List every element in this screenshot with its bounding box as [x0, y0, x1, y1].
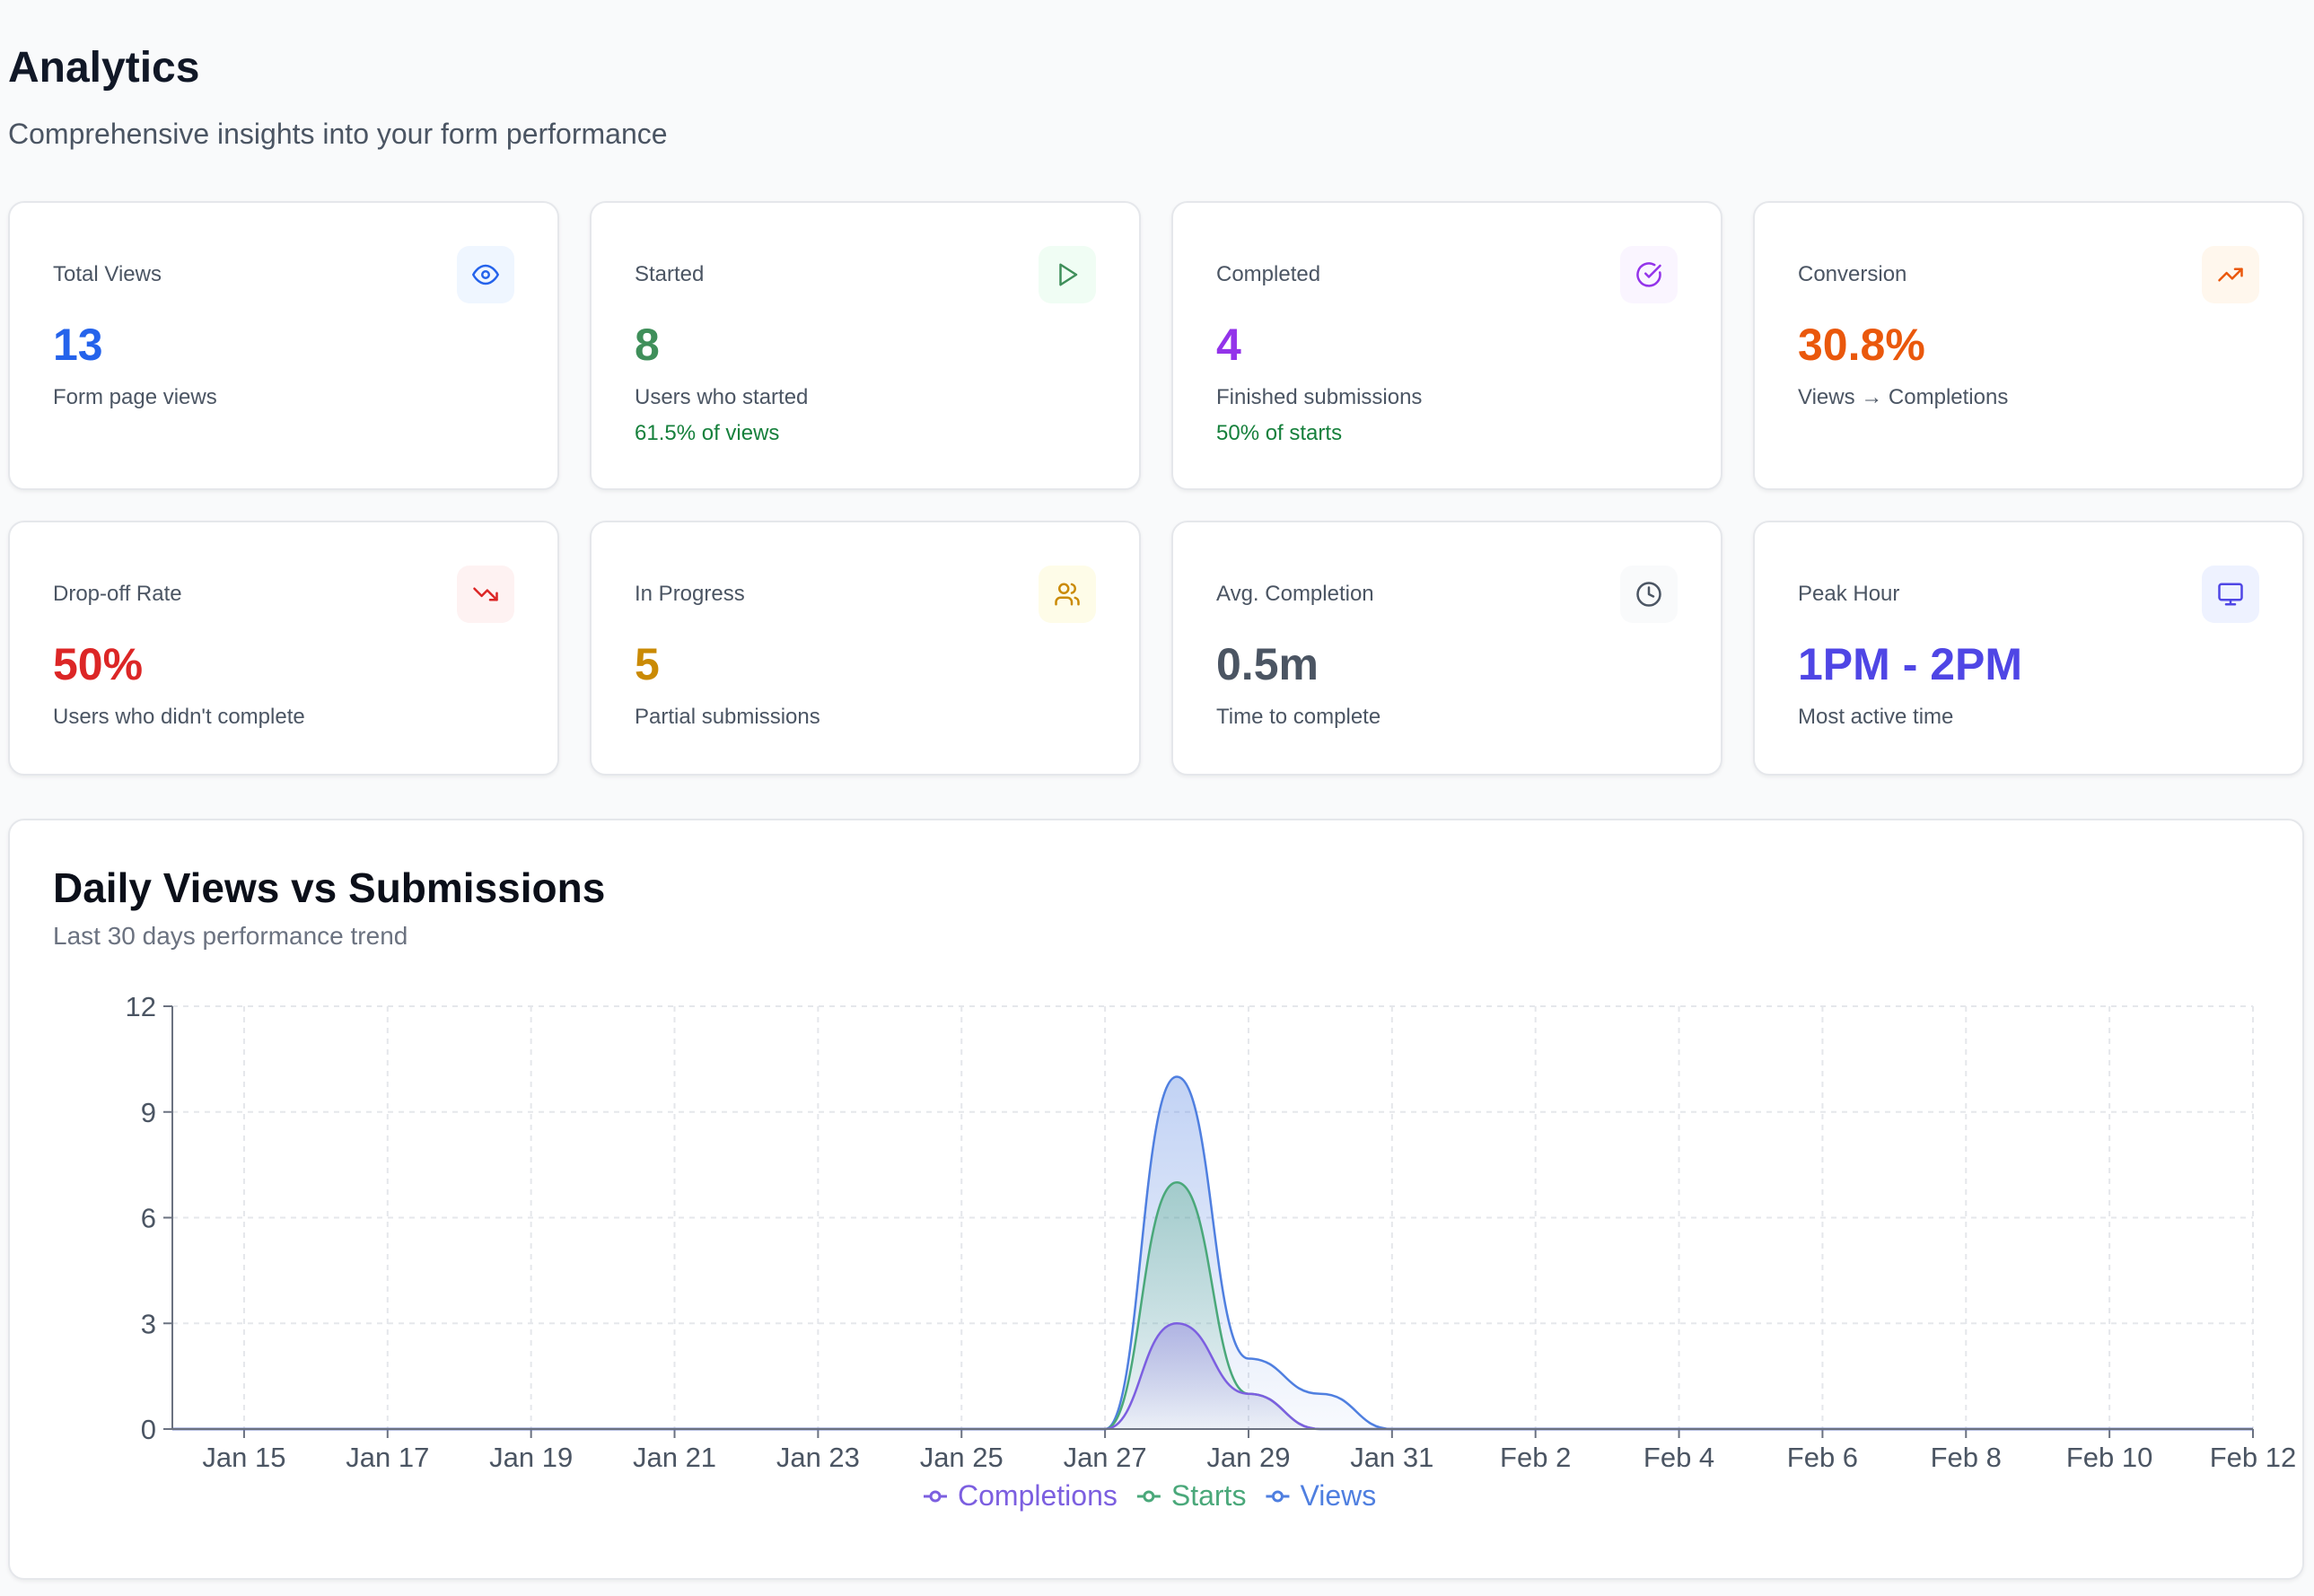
stat-description: Views → Completions [1798, 385, 2009, 409]
stat-card-conversion: Conversion 30.8% Views → Completions [1753, 201, 2304, 490]
stat-label: In Progress [635, 582, 745, 606]
x-tick-label: Jan 29 [1206, 1442, 1290, 1473]
legend-marker-views [1271, 1490, 1284, 1503]
legend-label-views: Views [1300, 1479, 1376, 1512]
stat-label: Started [635, 262, 705, 286]
eye-icon [457, 246, 514, 303]
stat-label: Avg. Completion [1216, 582, 1374, 606]
stat-description: Form page views [53, 385, 217, 409]
stat-description: Users who didn't complete [53, 705, 305, 729]
stat-description: Most active time [1798, 705, 1954, 729]
x-tick-label: Jan 19 [489, 1442, 573, 1473]
stat-value: 30.8% [1798, 320, 1925, 370]
trending-up-icon [2202, 246, 2259, 303]
x-tick-label: Jan 15 [202, 1442, 285, 1473]
stat-value: 50% [53, 639, 144, 689]
page-subtitle: Comprehensive insights into your form pe… [8, 118, 668, 150]
check-circle-icon [1620, 246, 1678, 303]
x-tick-label: Feb 6 [1787, 1442, 1858, 1473]
stat-card-peak-hour: Peak Hour 1PM - 2PM Most active time [1753, 521, 2304, 776]
x-tick-label: Jan 27 [1064, 1442, 1147, 1473]
daily-views-chart-card: Daily Views vs Submissions Last 30 days … [8, 819, 2304, 1580]
x-tick-label: Feb 8 [1931, 1442, 2002, 1473]
stat-label: Drop-off Rate [53, 582, 182, 606]
area-views [172, 1076, 2253, 1429]
x-tick-label: Jan 23 [776, 1442, 860, 1473]
stat-value: 0.5m [1216, 639, 1319, 689]
x-tick-label: Jan 21 [633, 1442, 716, 1473]
stat-subtext: 50% of starts [1216, 421, 1343, 445]
stat-value: 1PM - 2PM [1798, 639, 2023, 689]
stat-description: Finished submissions [1216, 385, 1423, 409]
y-tick-label: 9 [141, 1097, 156, 1128]
stat-card-started: Started 8 Users who started 61.5% of views [590, 201, 1141, 490]
x-tick-label: Jan 31 [1350, 1442, 1433, 1473]
x-tick-label: Feb 12 [2210, 1442, 2297, 1473]
y-tick-label: 6 [141, 1203, 156, 1234]
clock-icon [1620, 566, 1678, 623]
trending-down-icon [457, 566, 514, 623]
y-tick-label: 3 [141, 1308, 156, 1339]
stat-value: 4 [1216, 320, 1241, 370]
x-tick-label: Jan 17 [346, 1442, 429, 1473]
area-completions [172, 1323, 2253, 1429]
stat-card-in-progress: In Progress 5 Partial submissions [590, 521, 1141, 776]
stat-card-completed: Completed 4 Finished submissions 50% of sta… [1171, 201, 1722, 490]
stat-value: 13 [53, 320, 103, 370]
legend-label-completions: Completions [958, 1479, 1118, 1512]
x-tick-label: Feb 4 [1643, 1442, 1714, 1473]
legend-marker-completions [929, 1490, 942, 1503]
stat-label: Total Views [53, 262, 162, 286]
stat-label: Peak Hour [1798, 582, 1900, 606]
legend-marker-starts [1143, 1490, 1155, 1503]
area-starts [172, 1182, 2253, 1429]
stat-value: 8 [635, 320, 660, 370]
stat-label: Completed [1216, 262, 1321, 286]
y-tick-label: 12 [126, 991, 156, 1022]
area-chart: 0 3 6 9 12 Jan 15 Jan 17 Jan 19 Jan 21 Jan 23 Jan … [126, 991, 2297, 1512]
users-icon [1039, 566, 1096, 623]
stat-value: 5 [635, 639, 660, 689]
stat-label: Conversion [1798, 262, 1907, 286]
stat-description: Users who started [635, 385, 809, 409]
monitor-icon [2202, 566, 2259, 623]
stat-subtext: 61.5% of views [635, 421, 780, 445]
page-title: Analytics [8, 44, 200, 92]
chart-title: Daily Views vs Submissions [53, 864, 606, 911]
y-tick-label: 0 [141, 1414, 156, 1445]
stat-description: Time to complete [1216, 705, 1381, 729]
x-tick-label: Feb 10 [2066, 1442, 2153, 1473]
chart-subtitle: Last 30 days performance trend [53, 922, 408, 950]
stat-card-total-views: Total Views 13 Form page views [8, 201, 559, 490]
play-icon [1039, 246, 1096, 303]
legend-label-starts: Starts [1171, 1479, 1247, 1512]
x-tick-label: Feb 2 [1500, 1442, 1571, 1473]
stat-description: Partial submissions [635, 705, 820, 729]
x-tick-label: Jan 25 [920, 1442, 1004, 1473]
stat-card-avg-completion: Avg. Completion 0.5m Time to complete [1171, 521, 1722, 776]
stat-card-drop-off-rate: Drop-off Rate 50% Users who didn't complet… [8, 521, 559, 776]
